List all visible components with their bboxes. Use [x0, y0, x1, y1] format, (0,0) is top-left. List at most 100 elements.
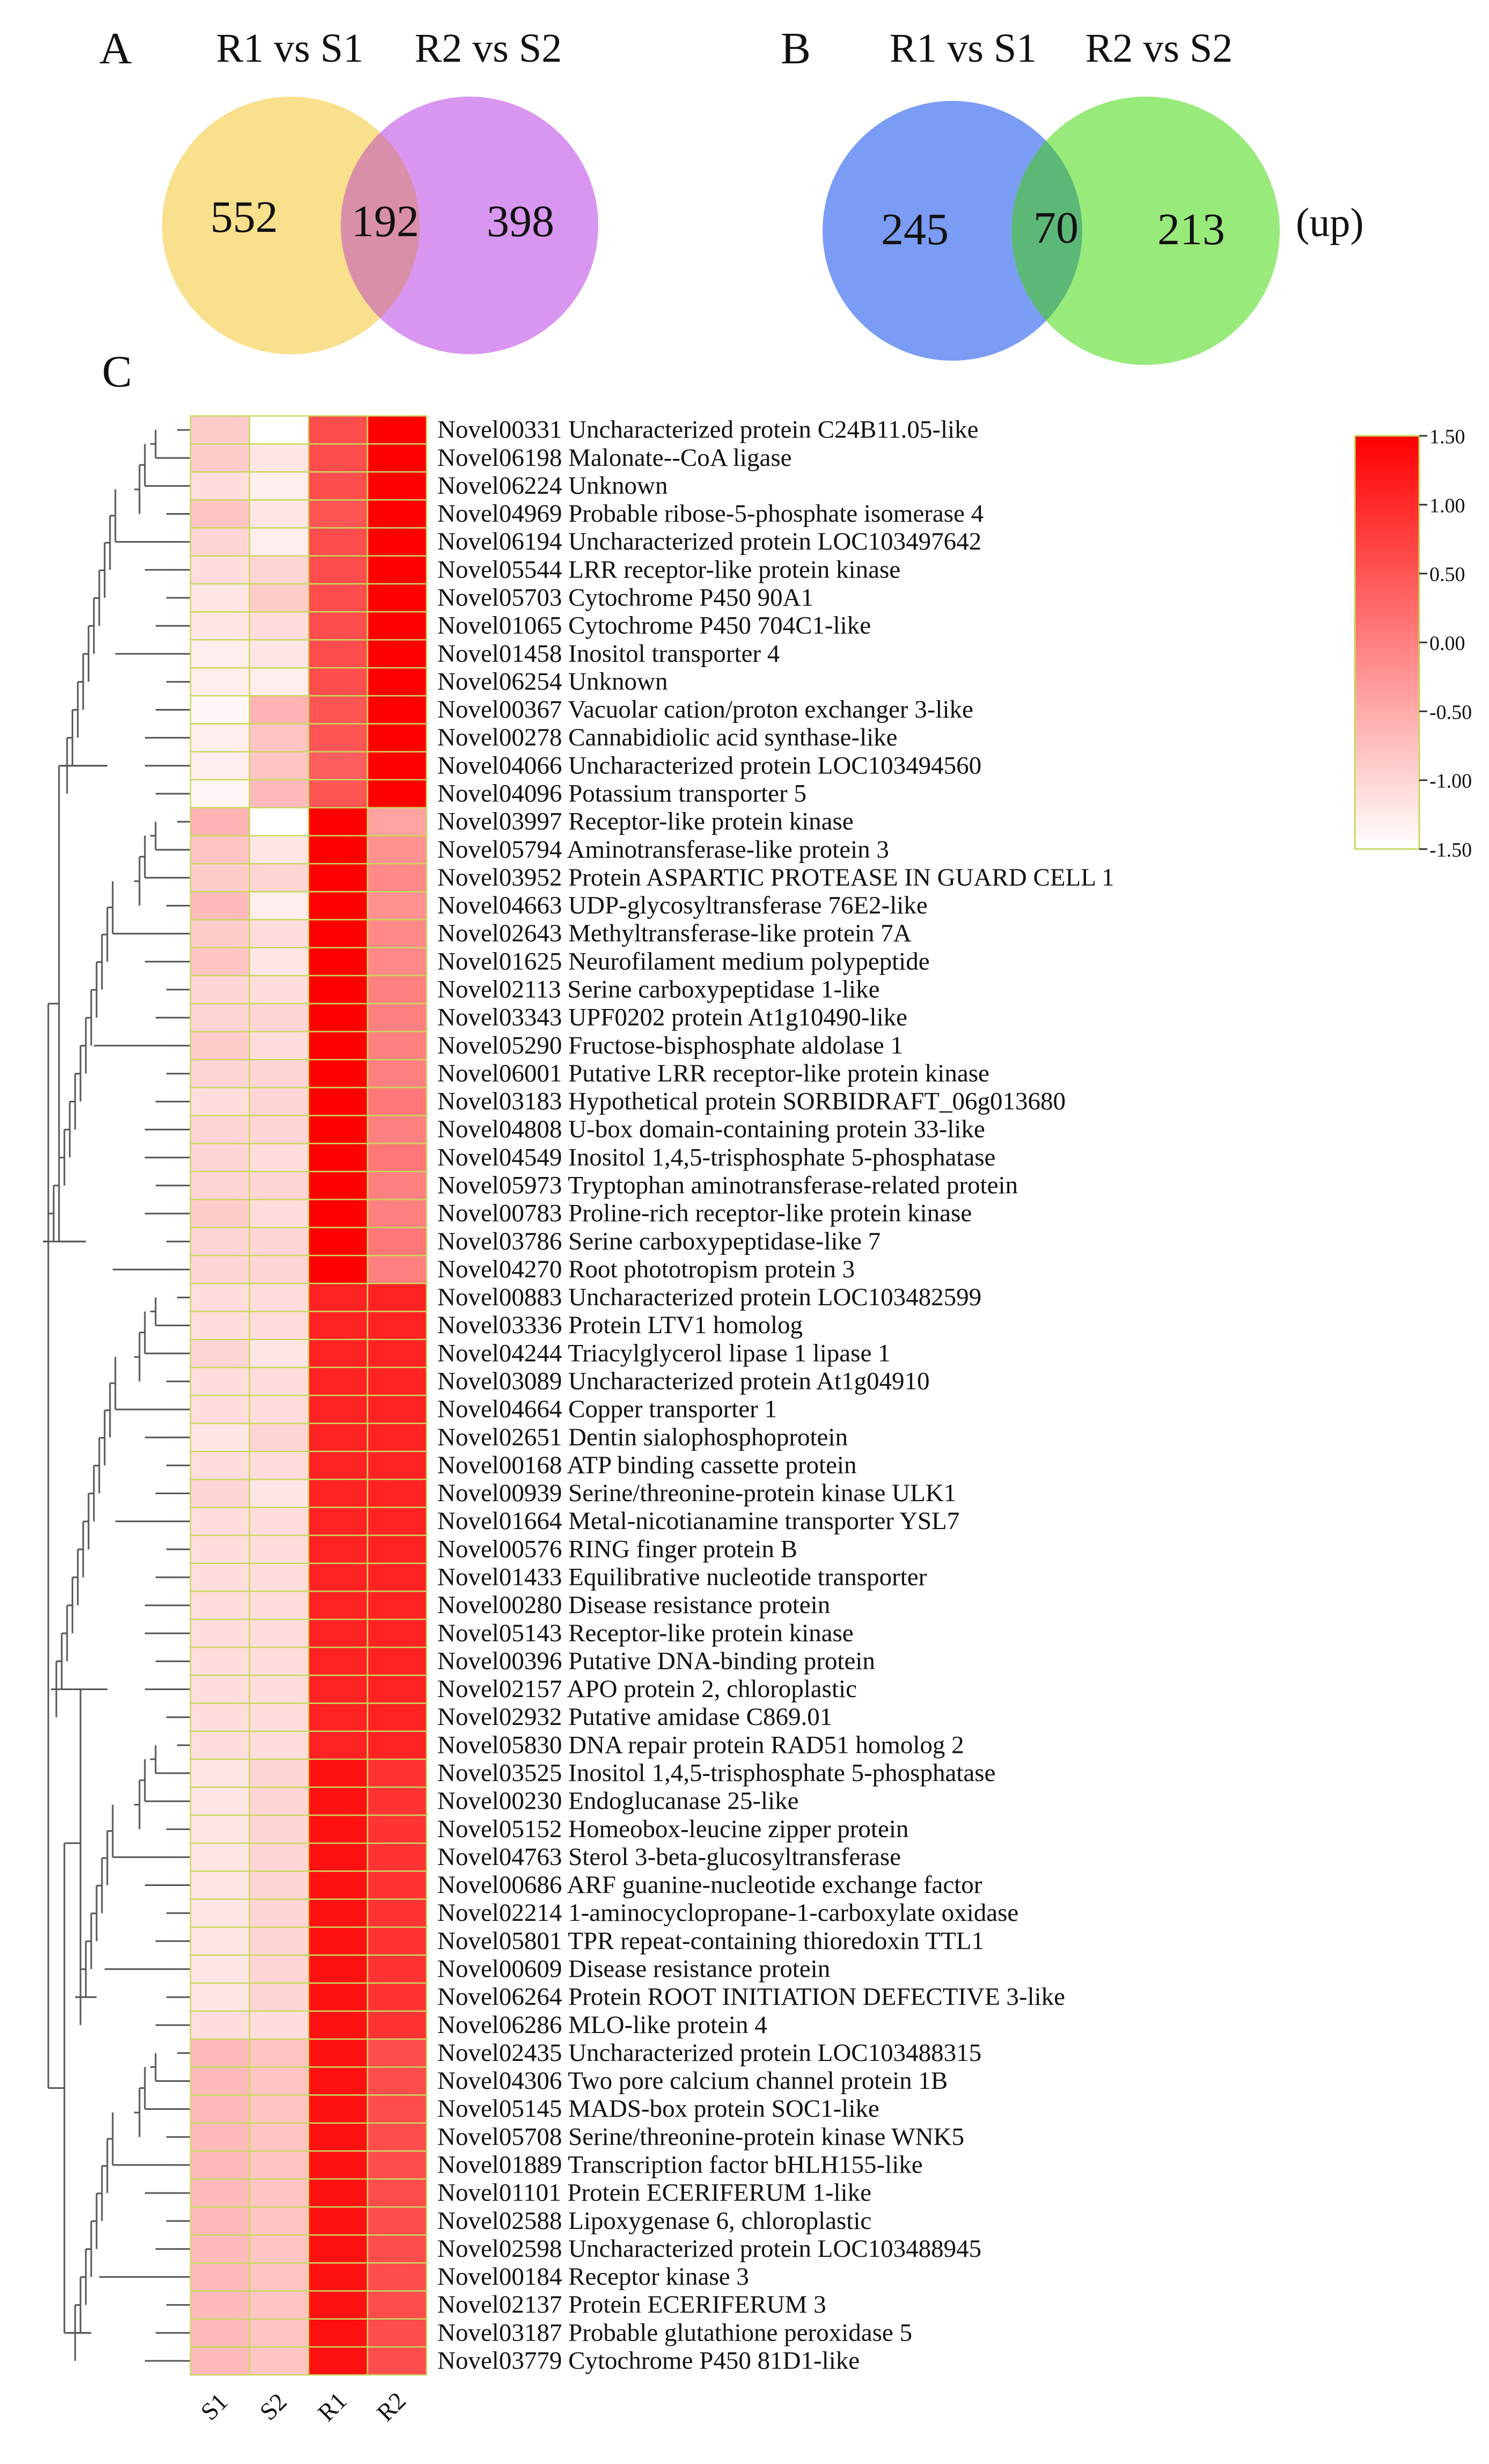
heatmap-cell	[366, 1451, 428, 1480]
heatmap-cell	[366, 1339, 428, 1369]
heatmap-row-label: Novel04306 Two pore calcium channel prot…	[437, 2067, 948, 2095]
heatmap-cell	[307, 1366, 369, 1396]
heatmap-cell	[189, 1954, 251, 1984]
heatmap-cell	[189, 751, 251, 781]
heatmap-cell	[189, 611, 251, 641]
heatmap-cell	[189, 1786, 251, 1816]
heatmap-cell	[248, 807, 310, 837]
heatmap-row-label: Novel06286 MLO-like protein 4	[437, 2011, 767, 2039]
heatmap-cell	[189, 555, 251, 585]
heatmap-cell	[248, 1479, 310, 1508]
heatmap-row-label: Novel02435 Uncharacterized protein LOC10…	[437, 2039, 981, 2067]
heatmap-cell	[248, 583, 310, 613]
heatmap-cell	[189, 1618, 251, 1648]
heatmap-cell	[189, 2094, 251, 2124]
heatmap-cell	[366, 2178, 428, 2208]
heatmap-cell	[307, 1059, 369, 1088]
heatmap-cell	[366, 2010, 428, 2040]
heatmap-cell	[366, 443, 428, 473]
heatmap-cell	[307, 695, 369, 725]
heatmap-cell	[366, 1479, 428, 1508]
heatmap-cell	[307, 2262, 369, 2292]
heatmap-cell	[189, 1171, 251, 1201]
heatmap-cell	[366, 2290, 428, 2320]
heatmap-cell	[248, 1003, 310, 1033]
heatmap-cell	[189, 2318, 251, 2348]
heatmap-cell	[189, 1283, 251, 1312]
venn-b-overlap-region	[1011, 141, 1083, 321]
heatmap-cell	[189, 639, 251, 669]
heatmap-cell	[366, 1003, 428, 1033]
heatmap-cell	[248, 1647, 310, 1676]
heatmap-cell	[366, 1982, 428, 2012]
heatmap-cells	[189, 415, 428, 2376]
heatmap-row-label: Novel00331 Uncharacterized protein C24B1…	[437, 416, 978, 444]
heatmap-row-label: Novel05794 Aminotransferase-like protein…	[437, 836, 889, 864]
heatmap-row-label: Novel05830 DNA repair protein RAD51 homo…	[437, 1731, 964, 1759]
heatmap-cell	[189, 667, 251, 697]
heatmap-cell	[248, 1059, 310, 1088]
row-dendrogram	[43, 429, 190, 2362]
heatmap-cell	[366, 835, 428, 865]
heatmap-cell	[366, 2318, 428, 2348]
heatmap-cell	[189, 1226, 251, 1256]
heatmap-cell	[366, 1394, 428, 1424]
heatmap-cell	[189, 1870, 251, 1900]
heatmap-cell	[248, 443, 310, 473]
heatmap-cell	[248, 2150, 310, 2180]
heatmap-cell	[189, 1003, 251, 1033]
heatmap-cell	[248, 1394, 310, 1424]
heatmap-cell	[307, 1143, 369, 1173]
heatmap-cell	[366, 779, 428, 809]
heatmap-cell	[307, 891, 369, 920]
heatmap-cell	[248, 1702, 310, 1732]
heatmap-cell	[248, 1030, 310, 1061]
heatmap-cell	[248, 611, 310, 641]
heatmap-cell	[366, 2122, 428, 2152]
heatmap-row-label: Novel02598 Uncharacterized protein LOC10…	[437, 2235, 981, 2263]
heatmap-row-label: Novel02651 Dentin sialophosphoprotein	[437, 1423, 848, 1451]
color-scale-tick-label: 0.00	[1429, 632, 1465, 655]
heatmap-cell	[366, 947, 428, 977]
heatmap-cell	[189, 1898, 251, 1928]
heatmap-row-label: Novel00783 Proline-rich receptor-like pr…	[437, 1200, 972, 1227]
heatmap-cell	[248, 2318, 310, 2348]
heatmap-cell	[307, 1507, 369, 1536]
heatmap-cell	[248, 835, 310, 865]
heatmap-cell	[248, 2206, 310, 2236]
heatmap-cell	[248, 1255, 310, 1284]
heatmap-row-label: Novel03336 Protein LTV1 homolog	[437, 1311, 803, 1339]
color-scale-tick-label: 1.00	[1429, 494, 1465, 517]
heatmap-cell	[307, 2122, 369, 2152]
heatmap-cell	[189, 2346, 251, 2376]
heatmap-cell	[366, 919, 428, 948]
heatmap-cell	[307, 919, 369, 948]
heatmap-cell	[366, 1758, 428, 1788]
heatmap-cell	[248, 1339, 310, 1369]
heatmap-cell	[366, 2038, 428, 2068]
heatmap-cell	[189, 1030, 251, 1061]
heatmap-cell	[366, 583, 428, 613]
heatmap-cell	[248, 1507, 310, 1536]
heatmap-cell	[366, 639, 428, 669]
heatmap-cell	[366, 1534, 428, 1564]
heatmap-cell	[307, 1675, 369, 1704]
venn-b-note: (up)	[1296, 200, 1364, 245]
heatmap-row-label: Novel06001 Putative LRR receptor-like pr…	[437, 1059, 989, 1087]
heatmap-cell	[189, 1422, 251, 1452]
heatmap-row-label: Novel04066 Uncharacterized protein LOC10…	[437, 751, 981, 779]
heatmap-row-label: Novel04969 Probable ribose-5-phosphate i…	[437, 500, 984, 528]
heatmap-cell	[307, 2094, 369, 2124]
color-scale-tick-label: 0.50	[1429, 564, 1465, 586]
heatmap-row-label: Novel04808 U-box domain-containing prote…	[437, 1115, 985, 1143]
heatmap-cell	[307, 1255, 369, 1284]
heatmap-cell	[307, 1394, 369, 1424]
heatmap-cell	[189, 2262, 251, 2292]
venn-b-right-label: R2 vs S2	[1085, 26, 1233, 71]
heatmap-cell	[189, 1647, 251, 1676]
heatmap-cell	[189, 1814, 251, 1844]
heatmap-cell	[307, 2038, 369, 2068]
heatmap-cell	[366, 1870, 428, 1900]
heatmap-panel-label: C	[102, 347, 132, 397]
